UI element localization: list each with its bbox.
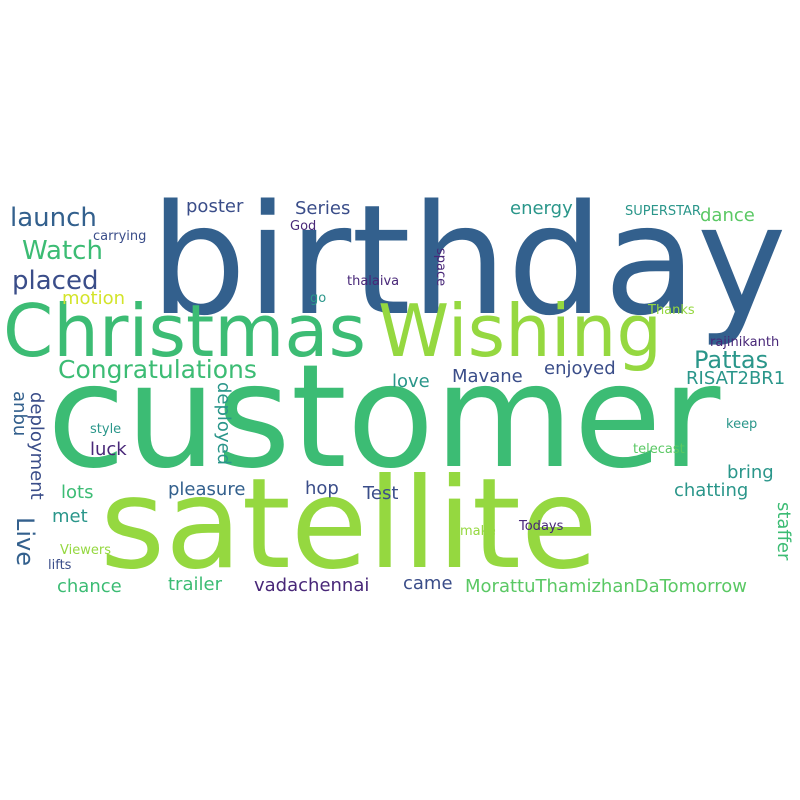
word-pattas: Pattas	[694, 346, 769, 374]
word-energy: energy	[510, 198, 573, 219]
word-bring: bring	[727, 462, 774, 483]
word-make: make	[460, 524, 496, 539]
word-watch: Watch	[22, 236, 103, 266]
word-luck: luck	[90, 439, 127, 460]
word-lots: lots	[61, 482, 94, 503]
word-birthday: birthday	[150, 172, 787, 349]
word-thalaiva: thalaiva	[347, 274, 400, 289]
word-trailer: trailer	[168, 574, 222, 595]
word-launch: launch	[10, 203, 97, 233]
word-placed: placed	[12, 266, 99, 296]
word-satellite: satellite	[100, 452, 598, 597]
word-dance: dance	[700, 205, 755, 226]
word-enjoyed: enjoyed	[544, 358, 616, 379]
word-deployed: deployed	[213, 382, 234, 466]
word-poster: poster	[186, 196, 244, 217]
word-keep: keep	[726, 417, 758, 432]
word-style: style	[90, 422, 122, 437]
word-thanks: Thanks	[648, 303, 695, 318]
word-lifts: lifts	[48, 558, 72, 573]
word-telecast: telecast	[633, 442, 685, 457]
word-hop: hop	[305, 478, 339, 499]
word-mavane: Mavane	[452, 366, 523, 387]
word-series: Series	[295, 198, 351, 219]
word-motion: motion	[62, 288, 126, 309]
word-met: met	[52, 506, 88, 527]
word-viewers: Viewers	[60, 543, 111, 558]
word-deployment: deployment	[26, 392, 47, 500]
word-chance: chance	[57, 576, 122, 597]
word-todays: Todays	[519, 519, 564, 534]
word-space: space	[433, 248, 448, 287]
word-wishing: Wishing	[378, 289, 663, 373]
word-vadachennai: vadachennai	[254, 575, 370, 596]
word-go: go	[310, 291, 327, 306]
word-staffer: staffer	[773, 502, 794, 561]
word-morattuthamizhandatomorrow: MorattuThamizhanDaTomorrow	[465, 576, 747, 597]
word-live: Live	[11, 517, 39, 567]
word-love: love	[392, 371, 430, 392]
word-chatting: chatting	[674, 480, 749, 501]
word-rajinikanth: rajinikanth	[710, 335, 780, 350]
word-congratulations: Congratulations	[58, 355, 257, 384]
word-came: came	[403, 573, 453, 594]
word-carrying: carrying	[93, 229, 147, 244]
word-christmas: Christmas	[3, 289, 367, 373]
word-risat2br1: RISAT2BR1	[686, 368, 786, 389]
word-god: God	[290, 219, 317, 234]
word-superstar: SUPERSTAR	[625, 204, 701, 219]
word-customer: customer	[47, 333, 721, 500]
word-pleasure: pleasure	[168, 479, 246, 500]
word-test: Test	[363, 483, 399, 504]
